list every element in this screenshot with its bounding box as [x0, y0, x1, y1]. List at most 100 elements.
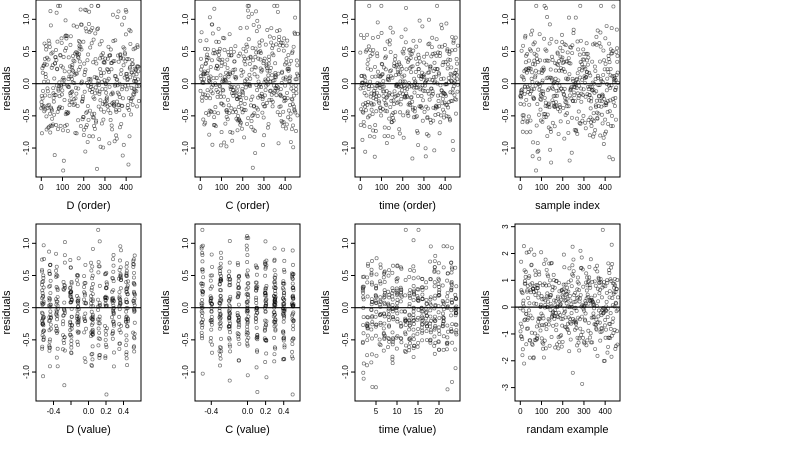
data-point: [219, 256, 224, 261]
data-point: [281, 281, 285, 286]
data-point: [121, 56, 126, 61]
data-point: [203, 61, 208, 66]
data-point: [438, 120, 443, 125]
data-point: [428, 120, 433, 125]
data-point: [408, 268, 413, 272]
data-point: [89, 309, 94, 314]
data-point: [368, 79, 373, 84]
data-point: [97, 330, 102, 335]
y-tick-label: 1.0: [341, 237, 350, 249]
data-point: [409, 52, 414, 56]
data-point: [521, 308, 526, 313]
data-point: [128, 29, 133, 34]
data-point: [89, 301, 93, 306]
data-point: [198, 56, 203, 61]
data-point: [59, 36, 64, 41]
data-point: [287, 62, 292, 67]
data-point: [565, 296, 570, 301]
data-point: [103, 296, 108, 301]
data-point: [544, 48, 549, 53]
data-point: [451, 40, 456, 45]
data-point: [598, 133, 603, 138]
data-point: [96, 321, 101, 326]
data-point: [391, 288, 396, 293]
data-point: [210, 91, 215, 96]
data-point: [518, 321, 523, 326]
data-point: [263, 327, 268, 332]
data-point: [68, 328, 73, 332]
data-point: [395, 319, 400, 324]
data-point: [217, 46, 222, 51]
data-point: [47, 284, 52, 289]
data-point: [436, 325, 441, 330]
data-point: [75, 282, 80, 287]
data-point: [403, 40, 408, 45]
data-point: [581, 47, 586, 52]
data-point: [395, 100, 400, 105]
data-point: [45, 106, 50, 111]
data-point: [574, 308, 579, 313]
data-point: [361, 284, 366, 289]
data-point: [381, 65, 386, 70]
data-point: [608, 322, 613, 326]
data-point: [209, 252, 214, 257]
data-point: [558, 298, 563, 303]
data-point: [567, 93, 572, 98]
data-point: [208, 65, 213, 70]
data-point: [581, 113, 586, 118]
data-point: [90, 312, 95, 317]
data-point: [577, 93, 582, 98]
data-point: [596, 104, 601, 109]
data-point: [116, 59, 121, 64]
data-point: [47, 44, 52, 49]
data-point: [566, 104, 571, 109]
data-point: [40, 296, 44, 301]
data-point: [263, 239, 268, 244]
data-point: [608, 67, 613, 71]
data-point: [205, 88, 210, 93]
data-point: [526, 90, 530, 95]
data-point: [586, 118, 591, 123]
y-tick-label: 0.0: [341, 302, 350, 314]
data-point: [540, 78, 545, 83]
data-point: [390, 135, 395, 140]
data-point: [226, 309, 231, 314]
data-point: [420, 277, 425, 281]
data-point: [84, 110, 89, 115]
data-point: [119, 276, 123, 280]
data-point: [611, 157, 615, 162]
data-point: [282, 269, 287, 274]
data-point: [87, 9, 92, 14]
data-point: [455, 43, 460, 48]
data-point: [282, 345, 287, 350]
data-point: [118, 341, 122, 346]
data-point: [370, 282, 374, 287]
x-tick-label: 200: [77, 183, 91, 192]
data-point: [228, 46, 233, 51]
y-tick-label: -1.0: [22, 141, 31, 155]
data-point: [546, 322, 551, 327]
data-point: [615, 278, 620, 282]
data-point: [89, 285, 94, 290]
data-point: [236, 262, 241, 267]
data-point: [400, 66, 405, 71]
data-point: [567, 15, 571, 20]
data-point: [445, 244, 450, 249]
data-point: [260, 97, 265, 102]
data-point: [441, 76, 446, 81]
data-point: [449, 308, 454, 313]
data-point: [228, 277, 233, 282]
data-point: [382, 134, 387, 139]
data-point: [548, 127, 553, 131]
data-point: [431, 118, 436, 123]
data-point: [94, 76, 99, 81]
data-point: [371, 102, 376, 107]
data-point: [550, 58, 555, 62]
data-point: [530, 316, 535, 321]
data-point: [75, 272, 80, 277]
data-point: [96, 326, 101, 331]
data-point: [432, 148, 437, 153]
data-point: [615, 80, 620, 85]
data-point: [55, 109, 60, 114]
